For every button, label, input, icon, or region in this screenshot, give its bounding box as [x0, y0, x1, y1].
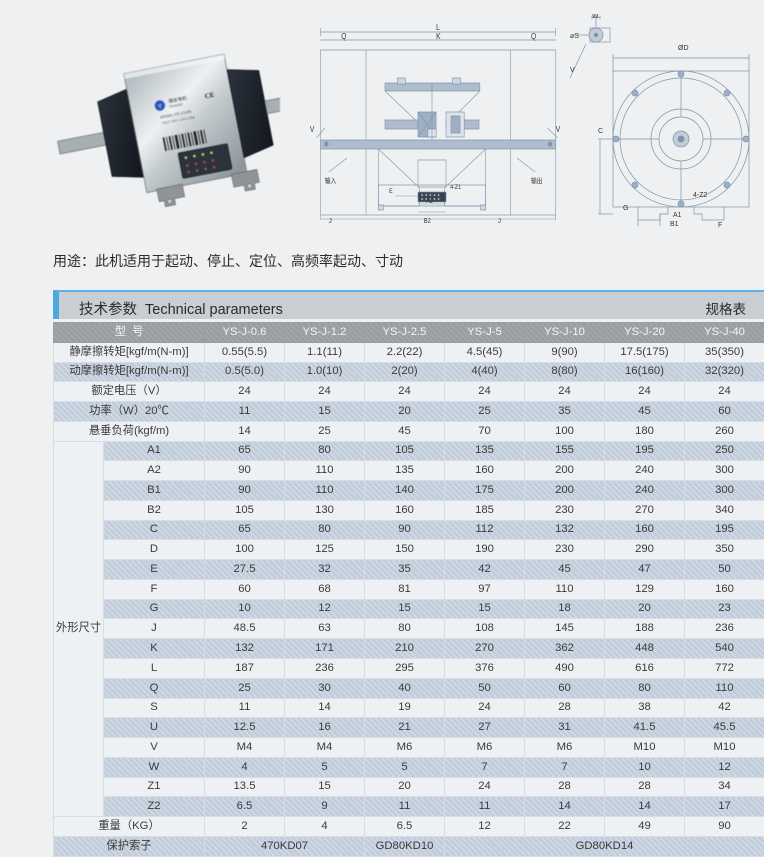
svg-text:输入: 输入 [325, 175, 337, 185]
svg-text:输出: 输出 [531, 175, 543, 185]
svg-text:E: E [389, 189, 393, 196]
svg-text:4-Z1: 4-Z1 [450, 185, 462, 192]
svg-text:4-Z2: 4-Z2 [693, 192, 708, 199]
svg-text:Q: Q [531, 31, 536, 41]
svg-text:V: V [310, 124, 314, 134]
svg-text:B2: B2 [424, 218, 431, 226]
svg-text:C: C [598, 128, 603, 135]
svg-text:F: F [718, 222, 722, 229]
svg-text:Q: Q [341, 31, 346, 41]
svg-text:W: W [592, 14, 599, 20]
svg-text:⌀S: ⌀S [570, 33, 579, 40]
svg-text:V: V [556, 124, 560, 134]
svg-text:B1: B1 [670, 221, 679, 228]
svg-text:K: K [436, 31, 440, 41]
svg-text:J: J [329, 218, 332, 226]
svg-text:J: J [498, 218, 501, 226]
svg-text:ØD: ØD [678, 45, 689, 52]
svg-text:A1: A1 [673, 212, 682, 219]
svg-text:G: G [623, 205, 628, 212]
svg-text:V: V [570, 67, 575, 74]
